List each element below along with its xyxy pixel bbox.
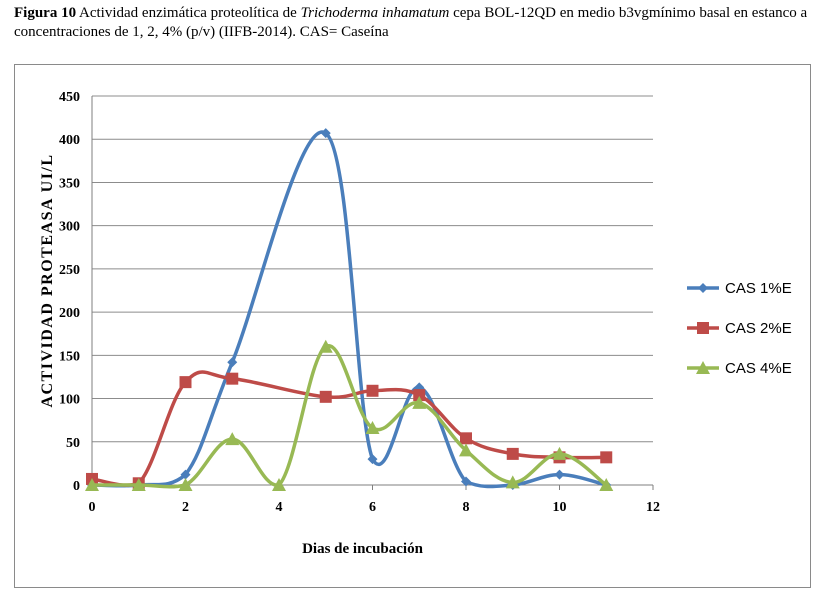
series-2 xyxy=(86,370,613,490)
data-point xyxy=(226,372,239,385)
axes: 0 50 100 150 200 250 300 350 400 450 0 2 4 6 8 10 12 Dias… xyxy=(39,90,660,557)
data-point xyxy=(599,478,614,491)
data-point xyxy=(506,447,519,460)
data-point xyxy=(366,384,379,397)
legend-swatch-marker xyxy=(697,322,709,334)
legend-item: CAS 1%E xyxy=(687,280,792,297)
legend-label: CAS 2%E xyxy=(725,320,792,337)
y-tick-label: 200 xyxy=(59,306,80,321)
caption-species: Trichoderma inhamatum xyxy=(300,5,450,21)
gridlines xyxy=(92,95,653,443)
data-point xyxy=(367,454,378,465)
data-point xyxy=(554,469,565,480)
data-point xyxy=(413,389,426,402)
series xyxy=(85,128,614,491)
data-point xyxy=(227,357,238,368)
y-tick-label: 0 xyxy=(73,479,80,494)
data-point xyxy=(412,395,427,409)
data-point xyxy=(85,478,99,491)
y-tick-label: 50 xyxy=(66,436,80,451)
legend-label: CAS 4%E xyxy=(725,360,792,377)
x-tick-label: 8 xyxy=(463,500,470,515)
legend-swatch-marker xyxy=(696,361,710,374)
data-point xyxy=(178,478,193,491)
data-point xyxy=(318,339,333,353)
legend-label: CAS 1%E xyxy=(725,280,792,297)
data-point xyxy=(600,451,613,464)
x-tick-label: 12 xyxy=(646,500,660,515)
data-point xyxy=(225,432,240,446)
y-tick-label: 250 xyxy=(59,263,80,278)
y-tick-label: 450 xyxy=(59,90,80,105)
figure-number: Figura 10 xyxy=(14,5,77,21)
caption-text-2: cepa BOL-12QD en medio b3vgmínimo basal … xyxy=(14,5,808,40)
data-point xyxy=(459,443,473,457)
legend-item: CAS 4%E xyxy=(687,360,792,377)
x-tick-label: 2 xyxy=(182,500,189,515)
y-tick-label: 400 xyxy=(59,133,80,148)
y-tick-label: 350 xyxy=(59,176,80,191)
data-point xyxy=(272,478,286,491)
x-axis-title: Dias de incubación xyxy=(302,541,424,557)
data-point xyxy=(320,128,331,139)
data-point xyxy=(180,469,191,480)
data-point xyxy=(131,478,146,491)
y-tick-label: 100 xyxy=(59,393,80,408)
y-axis-title: ACTIVIDAD PROTEASA UI/L xyxy=(39,153,56,407)
x-tick-label: 0 xyxy=(89,500,96,515)
data-point xyxy=(179,376,192,389)
legend: CAS 1%E CAS 2%E CAS 4%E xyxy=(687,280,792,377)
chart-area xyxy=(14,64,811,588)
x-tick-label: 4 xyxy=(276,500,283,515)
data-point xyxy=(460,432,472,445)
y-tick-label: 300 xyxy=(59,220,80,235)
caption-text-1: Actividad enzimática proteolítica de xyxy=(76,5,301,21)
legend-swatch-marker xyxy=(698,283,708,293)
series-line xyxy=(90,370,608,487)
series-line xyxy=(90,130,608,489)
legend-item: CAS 2%E xyxy=(687,320,792,337)
data-point xyxy=(319,390,332,403)
figure-caption: Figura 10 Actividad enzimática proteolít… xyxy=(14,4,814,42)
x-tick-label: 6 xyxy=(369,500,376,515)
data-point xyxy=(461,476,471,487)
x-tick-label: 10 xyxy=(553,500,567,515)
data-point xyxy=(552,446,567,460)
y-tick-label: 150 xyxy=(59,349,80,364)
series-3 xyxy=(85,339,614,491)
data-point xyxy=(365,420,380,434)
data-point xyxy=(505,475,520,489)
